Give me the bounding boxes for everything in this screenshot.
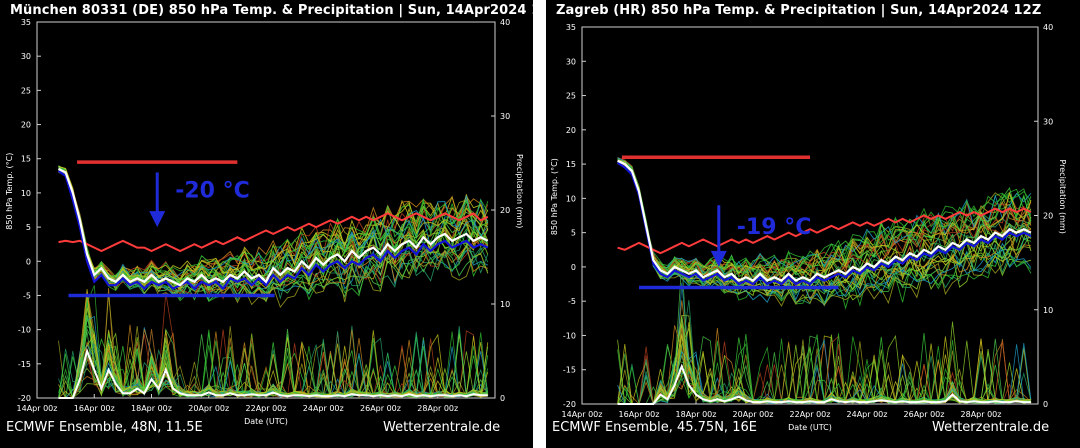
y-tick-label: -15 bbox=[18, 360, 31, 369]
ensemble-member-line bbox=[58, 167, 489, 280]
annotation-arrow-head bbox=[149, 211, 166, 228]
operational-run-line bbox=[57, 170, 489, 291]
y2-tick-label: 0 bbox=[1043, 400, 1048, 409]
x-axis-label: Date (UTC) bbox=[788, 423, 832, 432]
y-tick-label: -5 bbox=[568, 297, 576, 306]
y-tick-label: 30 bbox=[566, 57, 576, 66]
y2-tick-label: 40 bbox=[500, 18, 510, 27]
chart-title: München 80331 (DE) 850 hPa Temp. & Preci… bbox=[10, 3, 560, 18]
x-tick-label: 16Apr 00z bbox=[619, 410, 660, 419]
y2-tick-label: 20 bbox=[500, 206, 510, 215]
y-tick-label: 5 bbox=[26, 223, 31, 232]
chart-plot-munich: 35 30 25 20 15 10 5 0 -5 -10 -15 -20 40 30 20 10 0 14Apr … bbox=[5, 18, 524, 426]
annotation-delta-label: -19 °C bbox=[737, 215, 812, 240]
ensemble-member-line bbox=[617, 160, 1032, 278]
chart-plot-zagreb: 35 30 25 20 15 10 5 0 -5 -10 -15 -20 40 30 20 10 0 14Apr … bbox=[550, 23, 1067, 432]
y-tick-label: 25 bbox=[21, 86, 31, 95]
control-run-line bbox=[58, 212, 489, 253]
annotation-arrow-head bbox=[710, 250, 727, 267]
y2-tick-label: 30 bbox=[500, 112, 510, 121]
y-tick-label: 20 bbox=[21, 121, 31, 130]
y-tick-label: 15 bbox=[566, 160, 576, 169]
chart-panel-munich: München 80331 (DE) 850 hPa Temp. & Preci… bbox=[0, 0, 559, 448]
annotation-delta-label: -20 °C bbox=[175, 179, 250, 204]
y-tick-label: 5 bbox=[571, 229, 576, 238]
ensemble-member-line bbox=[58, 167, 489, 303]
control-run-line bbox=[617, 207, 1032, 255]
y2-axis-label: Precipitation (mm) bbox=[515, 154, 524, 228]
x-tick-label: 18Apr 00z bbox=[131, 404, 172, 413]
y-axis-label: 850 hPa Temp. (°C) bbox=[550, 158, 559, 235]
chart-title: Zagreb (HR) 850 hPa Temp. & Precipitatio… bbox=[556, 3, 1042, 18]
y2-tick-label: 10 bbox=[500, 300, 510, 309]
footer-model-info: ECMWF Ensemble, 48N, 11.5E bbox=[6, 420, 203, 435]
ensemble-member-line bbox=[58, 166, 489, 284]
y2-tick-label: 40 bbox=[1043, 23, 1053, 32]
y2-tick-label: 30 bbox=[1043, 117, 1053, 126]
y-axis-label: 850 hPa Temp. (°C) bbox=[5, 153, 14, 230]
operational-run-line bbox=[616, 161, 1032, 286]
ensemble-precip-line bbox=[58, 291, 488, 399]
y-tick-label: -5 bbox=[23, 291, 31, 300]
y-tick-label: 30 bbox=[21, 52, 31, 61]
x-tick-label: 26Apr 00z bbox=[360, 404, 401, 413]
x-tick-label: 28Apr 00z bbox=[417, 404, 458, 413]
ensemble-member-line bbox=[617, 160, 1032, 275]
y-tick-label: -20 bbox=[18, 394, 31, 403]
x-tick-label: 16Apr 00z bbox=[74, 404, 115, 413]
ensemble-member-line bbox=[58, 170, 489, 309]
x-tick-label: 26Apr 00z bbox=[904, 410, 945, 419]
x-axis-label: Date (UTC) bbox=[244, 417, 288, 426]
ensemble-member-line bbox=[617, 159, 1032, 278]
y-tick-label: 35 bbox=[566, 23, 576, 32]
ensemble-precip-line bbox=[58, 333, 488, 399]
chart-panel-zagreb: Zagreb (HR) 850 hPa Temp. & Precipitatio… bbox=[546, 0, 1080, 448]
footer-model-info: ECMWF Ensemble, 45.75N, 16E bbox=[552, 420, 757, 435]
x-tick-label: 18Apr 00z bbox=[676, 410, 717, 419]
ensemble-member-line bbox=[617, 161, 1032, 277]
footer-source: Wetterzentrale.de bbox=[383, 420, 501, 435]
y-tick-label: 0 bbox=[26, 257, 31, 266]
precip-mean-line bbox=[617, 363, 1031, 405]
footer-source: Wetterzentrale.de bbox=[932, 420, 1050, 435]
y2-axis-label: Precipitation (mm) bbox=[1058, 159, 1067, 233]
y-tick-label: -20 bbox=[563, 400, 576, 409]
x-tick-label: 22Apr 00z bbox=[246, 404, 287, 413]
y-tick-label: 25 bbox=[566, 92, 576, 101]
y-tick-label: 35 bbox=[21, 18, 31, 27]
y-tick-label: 20 bbox=[566, 126, 576, 135]
x-tick-label: 24Apr 00z bbox=[303, 404, 344, 413]
x-tick-label: 22Apr 00z bbox=[790, 410, 831, 419]
ensemble-member-line bbox=[58, 167, 489, 282]
ensemble-precip-line bbox=[58, 316, 489, 400]
x-tick-label: 20Apr 00z bbox=[733, 410, 774, 419]
y-tick-label: 10 bbox=[566, 194, 576, 203]
precip-mean-line bbox=[58, 347, 488, 399]
ensemble-member-line bbox=[617, 160, 1031, 307]
y-tick-label: -10 bbox=[563, 331, 576, 340]
ensemble-mean-line bbox=[617, 159, 1032, 282]
y-tick-label: 15 bbox=[21, 155, 31, 164]
ensemble-member-line bbox=[617, 162, 1032, 275]
ensemble-precip-line bbox=[58, 329, 489, 399]
x-tick-label: 28Apr 00z bbox=[961, 410, 1002, 419]
x-tick-label: 20Apr 00z bbox=[188, 404, 229, 413]
x-tick-label: 14Apr 00z bbox=[17, 404, 58, 413]
y2-tick-label: 0 bbox=[500, 394, 505, 403]
x-tick-label: 14Apr 00z bbox=[562, 410, 603, 419]
y2-tick-label: 10 bbox=[1043, 306, 1053, 315]
y-tick-label: 10 bbox=[21, 189, 31, 198]
y-tick-label: 0 bbox=[571, 263, 576, 272]
ensemble-mean-line bbox=[58, 168, 489, 287]
y2-tick-label: 20 bbox=[1043, 212, 1053, 221]
y-tick-label: -10 bbox=[18, 326, 31, 335]
y-tick-label: -15 bbox=[563, 366, 576, 375]
ensemble-members bbox=[58, 165, 489, 400]
ensemble-member-line bbox=[58, 171, 489, 280]
x-tick-label: 24Apr 00z bbox=[847, 410, 888, 419]
